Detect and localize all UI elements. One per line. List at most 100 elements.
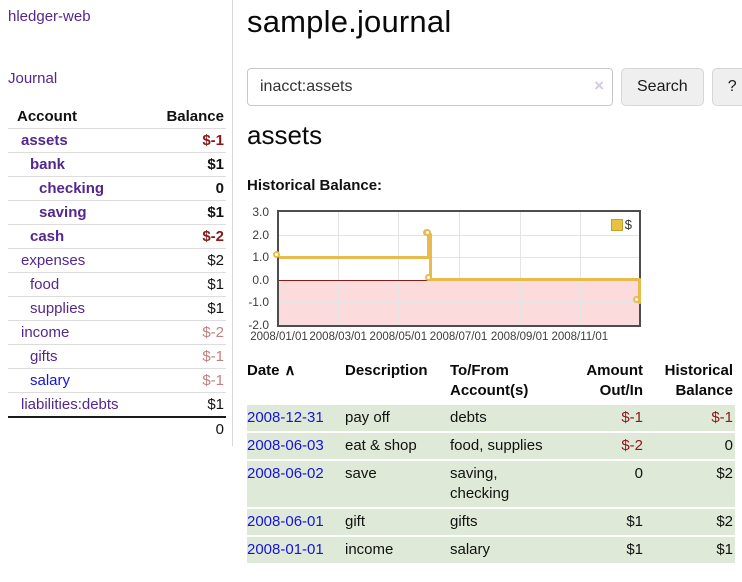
y-tick-label: 3.0 xyxy=(252,205,269,219)
account-balance: $1 xyxy=(142,152,226,177)
data-point-marker[interactable] xyxy=(424,273,432,281)
register-cell-accounts: debts xyxy=(450,405,558,431)
sidebar: hledger-web Journal Account Balance asse… xyxy=(0,0,233,446)
account-row: salary $-1 xyxy=(8,368,226,393)
register-cell-description: gift xyxy=(345,509,450,535)
account-balance: $1 xyxy=(142,296,226,321)
register-cell-amount: $1 xyxy=(558,537,645,563)
chart-x-axis: 2008/01/01 2008/03/01 2008/05/01 2008/07/01… xyxy=(250,331,639,347)
register-row: 2008-06-01 gift gifts $1 $2 xyxy=(247,509,735,535)
page-title: sample.journal xyxy=(247,4,452,39)
sidebar-item-journal[interactable]: Journal xyxy=(8,70,58,87)
account-row: liabilities:debts $1 xyxy=(8,392,226,417)
clear-search-icon[interactable]: × xyxy=(594,76,604,95)
historical-balance-chart[interactable]: 3.0 2.0 1.0 0.0 -1.0 -2.0 $ 2008/01/01 2008/03… xyxy=(240,204,742,350)
accounts-total-row: 0 xyxy=(8,416,226,441)
register-cell-date: 2008-06-03 xyxy=(247,433,345,459)
x-tick-label: 2008/01/01 xyxy=(250,331,308,343)
register-cell-description: save xyxy=(345,461,450,507)
transaction-date-link[interactable]: 2008-01-01 xyxy=(247,541,324,558)
register-header-balance: Historical Balance xyxy=(664,362,733,399)
account-link[interactable]: gifts xyxy=(30,348,58,365)
sort-ascending-icon: ∧ xyxy=(284,362,296,379)
account-row: supplies $1 xyxy=(8,296,226,321)
account-link[interactable]: income xyxy=(21,324,70,341)
line-segment xyxy=(429,233,433,282)
account-balance: $-2 xyxy=(142,224,226,249)
account-balance: $1 xyxy=(142,200,226,225)
main-content: sample.journal × Search ? assets Histori… xyxy=(240,0,742,582)
transaction-date-link[interactable]: 2008-12-31 xyxy=(247,409,324,426)
sidebar-nav: Journal xyxy=(8,70,232,87)
account-row: checking 0 xyxy=(8,176,226,201)
register-cell-accounts: gifts xyxy=(450,509,558,535)
register-row: 2008-06-02 save saving, checking 0 $2 xyxy=(247,461,735,507)
line-segment xyxy=(427,233,431,259)
x-tick-label: 2008/05/01 xyxy=(369,331,428,343)
register-cell-accounts: salary xyxy=(450,537,558,563)
account-link[interactable]: cash xyxy=(30,228,65,245)
y-tick-label: -2.0 xyxy=(248,318,269,332)
chart-plot-area: $ xyxy=(273,210,641,327)
brand-link[interactable]: hledger-web xyxy=(8,8,91,25)
line-segment xyxy=(279,255,429,259)
data-point-marker[interactable] xyxy=(273,251,280,259)
register-cell-date: 2008-12-31 xyxy=(247,405,345,431)
register-row: 2008-01-01 income salary $1 $1 xyxy=(247,537,735,563)
account-row: gifts $-1 xyxy=(8,344,226,369)
account-row: assets $-1 xyxy=(8,128,226,153)
account-balance: $1 xyxy=(142,392,226,417)
account-link[interactable]: checking xyxy=(39,180,105,197)
register-table: Date ∧ Description To/From Account(s) Amo… xyxy=(247,357,735,565)
data-point-marker[interactable] xyxy=(633,296,640,304)
vertical-gridline xyxy=(458,212,460,325)
register-cell-date: 2008-06-02 xyxy=(247,461,345,507)
x-tick-label: 2008/09/01 xyxy=(490,331,549,343)
account-row: cash $-2 xyxy=(8,224,226,249)
account-link[interactable]: bank xyxy=(30,156,66,173)
account-balance: $-1 xyxy=(142,128,226,153)
account-balance: $1 xyxy=(142,272,226,297)
account-link[interactable]: liabilities:debts xyxy=(21,396,119,413)
transaction-date-link[interactable]: 2008-06-03 xyxy=(247,437,324,454)
vertical-gridline xyxy=(338,212,340,325)
account-link[interactable]: assets xyxy=(21,132,68,149)
accounts-total-value: 0 xyxy=(142,416,226,441)
y-tick-label: -1.0 xyxy=(248,295,269,310)
register-cell-description: pay off xyxy=(345,405,450,431)
account-link[interactable]: food xyxy=(30,276,60,293)
data-point-marker[interactable] xyxy=(423,228,431,236)
horizontal-gridline xyxy=(279,257,639,259)
transaction-date-link[interactable]: 2008-06-01 xyxy=(247,513,324,530)
account-row: bank $1 xyxy=(8,152,226,177)
account-link[interactable]: saving xyxy=(39,204,87,221)
register-cell-balance: $2 xyxy=(645,509,735,535)
register-header-amount: Amount Out/In xyxy=(586,362,643,399)
accounts-header-balance: Balance xyxy=(166,108,224,125)
account-link[interactable]: expenses xyxy=(21,252,86,269)
legend-swatch-icon xyxy=(610,218,623,231)
vertical-gridline xyxy=(398,212,400,325)
register-cell-amount: $1 xyxy=(558,509,645,535)
register-cell-amount: $-1 xyxy=(558,405,645,431)
register-cell-balance: $1 xyxy=(645,537,735,563)
account-link[interactable]: supplies xyxy=(30,300,86,317)
accounts-header-row: Account Balance xyxy=(8,105,226,129)
register-cell-accounts: saving, checking xyxy=(450,461,558,507)
transaction-date-link[interactable]: 2008-06-02 xyxy=(247,465,324,482)
account-link[interactable]: salary xyxy=(30,372,71,389)
horizontal-gridline xyxy=(279,302,639,304)
search-box: × xyxy=(247,68,613,106)
line-segment xyxy=(430,278,639,282)
account-balance: $2 xyxy=(142,248,226,273)
account-row: income $-2 xyxy=(8,320,226,345)
register-header-description: Description xyxy=(345,362,428,379)
register-header-date[interactable]: Date ∧ xyxy=(247,362,296,379)
search-input[interactable] xyxy=(247,68,613,106)
search-button[interactable]: Search xyxy=(621,68,704,106)
register-cell-description: income xyxy=(345,537,450,563)
register-header-row: Date ∧ Description To/From Account(s) Amo… xyxy=(247,359,735,403)
x-tick-label: 2008/07/01 xyxy=(429,331,488,343)
horizontal-gridline xyxy=(279,234,639,236)
help-button[interactable]: ? xyxy=(711,68,742,106)
